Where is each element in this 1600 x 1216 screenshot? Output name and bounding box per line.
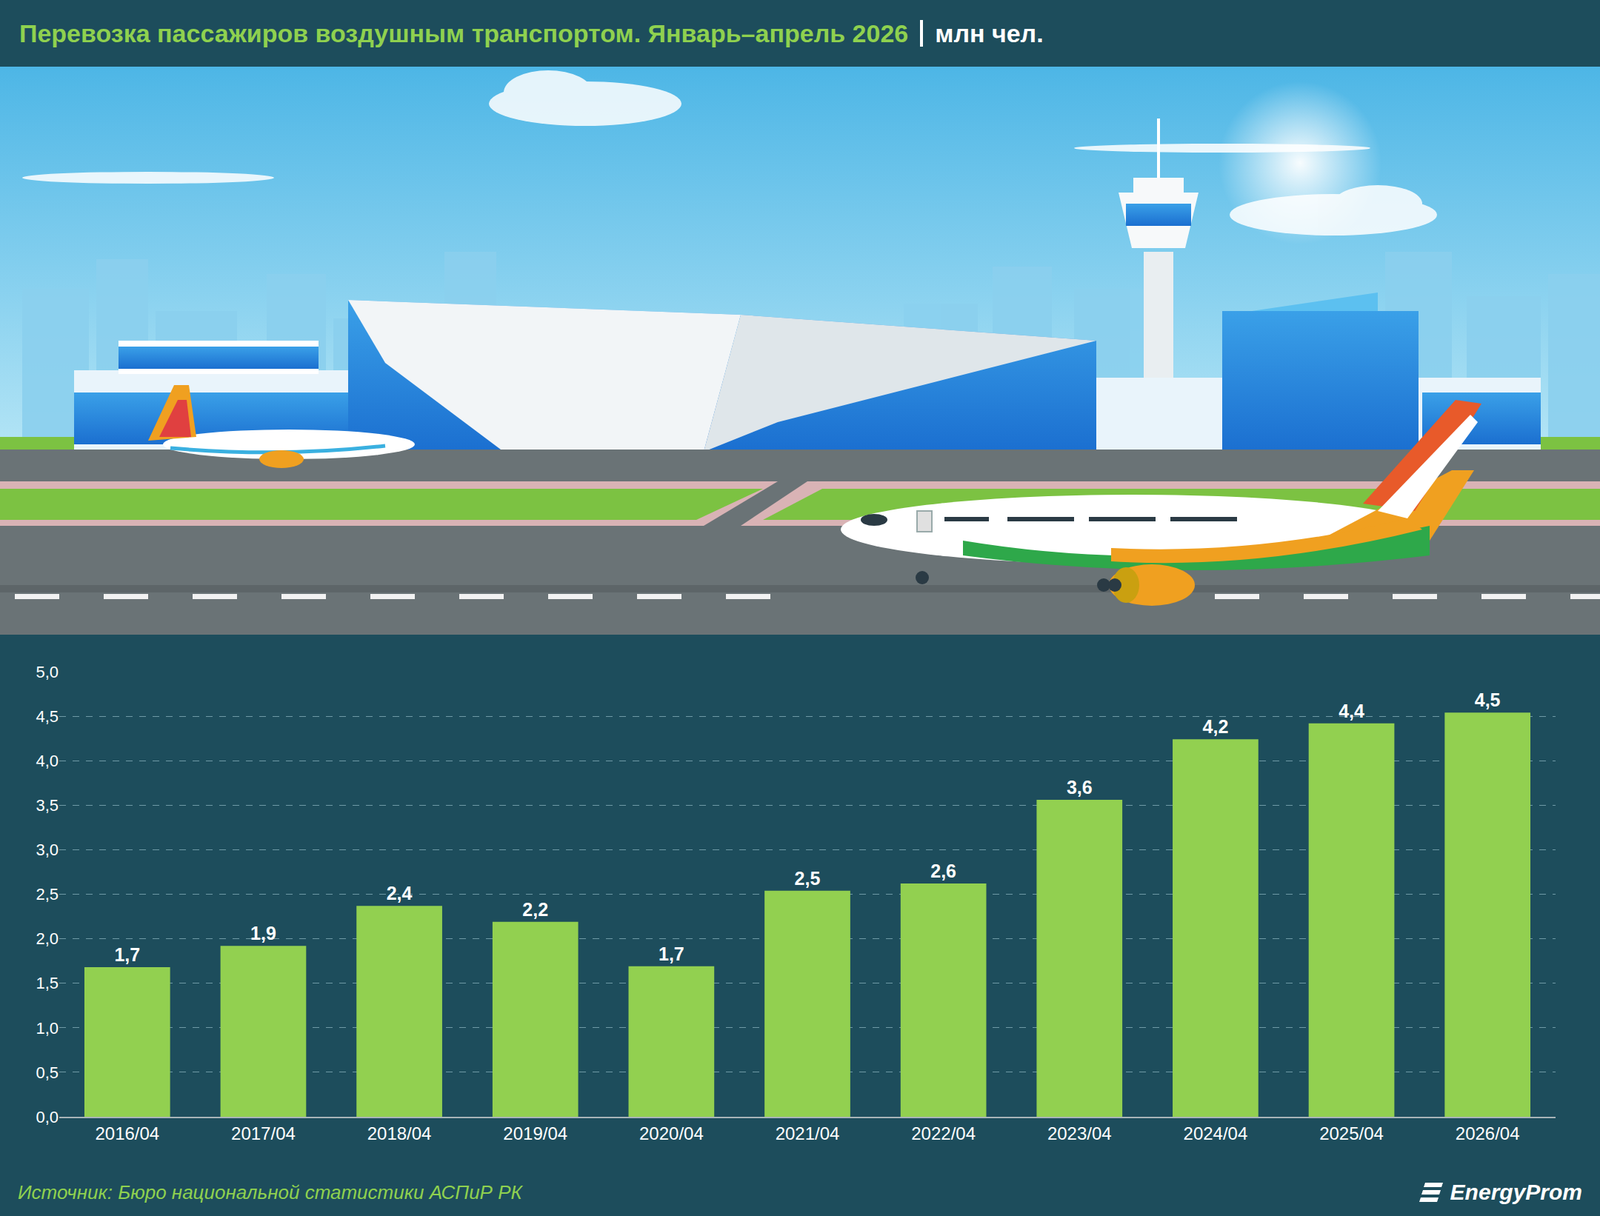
svg-text:3,5: 3,5 (35, 796, 59, 815)
html-text:млн чел.: млн чел. (934, 18, 1044, 48)
svg-text:2016/04: 2016/04 (94, 1123, 160, 1144)
svg-text:1,0: 1,0 (35, 1019, 59, 1038)
svg-text:2018/04: 2018/04 (367, 1123, 432, 1144)
svg-text:2021/04: 2021/04 (775, 1123, 840, 1144)
svg-text:4,5: 4,5 (1474, 689, 1501, 711)
svg-text:1,5: 1,5 (35, 974, 59, 993)
svg-text:3,0: 3,0 (35, 840, 59, 860)
svg-text:4,2: 4,2 (1202, 716, 1229, 738)
svg-text:4,0: 4,0 (35, 751, 59, 771)
svg-text:2022/04: 2022/04 (911, 1123, 976, 1144)
svg-text:2,5: 2,5 (794, 868, 821, 889)
svg-text:2,6: 2,6 (930, 860, 957, 882)
svg-text:2,4: 2,4 (386, 882, 413, 904)
svg-text:1,7: 1,7 (658, 943, 685, 965)
svg-text:0,0: 0,0 (35, 1108, 59, 1127)
svg-text:1,9: 1,9 (250, 922, 277, 944)
svg-text:4,4: 4,4 (1338, 700, 1365, 722)
svg-text:2020/04: 2020/04 (639, 1123, 704, 1144)
svg-text:2019/04: 2019/04 (502, 1123, 568, 1144)
svg-text:2017/04: 2017/04 (231, 1123, 296, 1144)
svg-text:4,5: 4,5 (35, 707, 59, 726)
html-text:Перевозка пассажиров воздушным: Перевозка пассажиров воздушным транспорт… (19, 18, 909, 48)
svg-text:2025/04: 2025/04 (1319, 1123, 1384, 1144)
svg-text:3,6: 3,6 (1066, 777, 1093, 798)
svg-text:2024/04: 2024/04 (1183, 1123, 1249, 1144)
html-text:EnergyProm: EnergyProm (1450, 1180, 1583, 1205)
svg-text:2,2: 2,2 (522, 899, 549, 920)
svg-text:2,0: 2,0 (35, 929, 59, 949)
html-text:Источник: Бюро национальной ст: Источник: Бюро национальной статистики А… (17, 1181, 523, 1204)
svg-text:0,5: 0,5 (35, 1063, 59, 1083)
svg-text:5,0: 5,0 (35, 662, 59, 682)
svg-text:1,7: 1,7 (114, 944, 140, 966)
svg-text:2026/04: 2026/04 (1455, 1123, 1520, 1144)
svg-text:2,5: 2,5 (35, 885, 59, 904)
svg-text:2023/04: 2023/04 (1047, 1123, 1112, 1144)
